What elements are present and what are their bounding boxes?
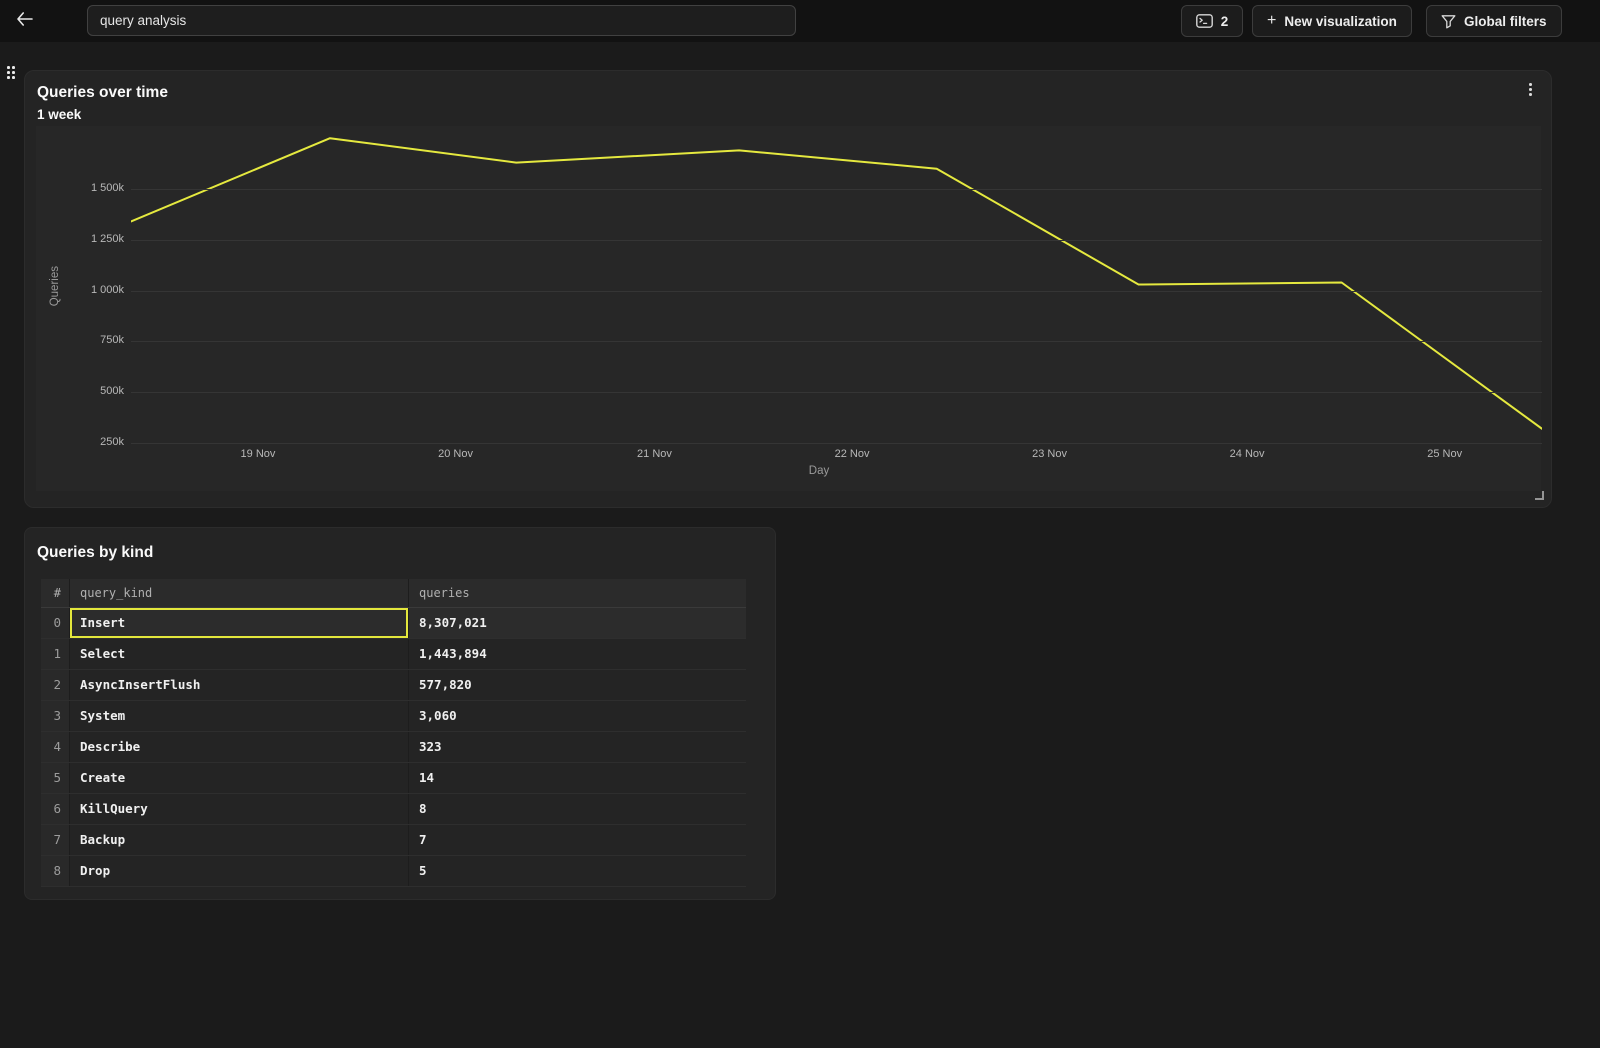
queries-value-cell[interactable]: 7 [408,825,746,855]
query-kind-cell[interactable]: Backup [69,825,408,855]
y-tick-label: 1 000k [90,283,124,296]
table-row: 4 Describe 323 [41,732,746,763]
column-header-queries[interactable]: queries [408,579,746,607]
queries-value-cell[interactable]: 14 [408,763,746,793]
new-visualization-button[interactable]: + New visualization [1252,5,1412,37]
x-tick-label: 19 Nov [240,448,276,460]
row-index-cell: 1 [41,639,69,669]
kebab-menu-icon[interactable] [1526,80,1535,99]
console-window-icon [1195,14,1213,28]
panel-count-button[interactable]: 2 [1181,5,1243,37]
queries-line-chart [131,137,1542,430]
table-row: 5 Create 14 [41,763,746,794]
row-index-cell: 2 [41,670,69,700]
queries-over-time-panel: Queries over time 1 week Queries Day 1 5… [24,70,1552,508]
table-row: 6 KillQuery 8 [41,794,746,825]
query-kind-cell[interactable]: Insert [69,608,408,638]
table-row: 7 Backup 7 [41,825,746,856]
corner-resize-icon[interactable] [1535,491,1544,500]
gridline [131,189,1542,190]
table-row: 0 Insert 8,307,021 [41,608,746,639]
y-tick-label: 500k [100,385,124,398]
new-visualization-label: New visualization [1284,13,1397,29]
table-row: 1 Select 1,443,894 [41,639,746,670]
queries-line-series [131,137,1542,430]
queries-value-cell[interactable]: 3,060 [408,701,746,731]
column-header-index[interactable]: # [53,586,61,600]
x-tick-label: 23 Nov [1032,448,1067,460]
gridline [131,341,1542,343]
query-kind-cell[interactable]: Drop [69,856,408,886]
query-kind-cell[interactable]: System [69,701,408,731]
y-tick-label: 1 500k [90,182,124,194]
y-tick-label: 750k [100,334,124,347]
row-index-cell: 4 [41,732,69,762]
panel-count-label: 2 [1220,13,1229,29]
x-axis-title: Day [808,465,830,477]
queries-value-cell[interactable]: 1,443,894 [408,639,746,669]
query-kind-cell[interactable]: Select [69,639,408,669]
y-tick-label: 250k [100,436,124,448]
x-tick-label: 22 Nov [834,448,870,460]
queries-value-cell[interactable]: 8 [408,794,746,824]
query-kind-cell[interactable]: Create [69,763,408,793]
chart-subtitle: 1 week [37,107,82,122]
back-button[interactable] [10,7,38,35]
gridline [131,239,1542,241]
queries-by-kind-table: # query_kind queries 0 Insert 8,307,021 1 Sele… [41,579,746,887]
query-kind-cell[interactable]: KillQuery [69,794,408,824]
x-tick-label: 25 Nov [1427,448,1463,460]
row-index-cell: 6 [41,794,69,824]
queries-by-kind-panel: Queries by kind # query_kind queries 0 Inse… [24,527,776,900]
query-kind-cell[interactable]: AsyncInsertFlush [69,670,408,700]
table-header-row: # query_kind queries [41,579,746,608]
row-index-cell: 8 [41,856,69,886]
line-chart-plot-area[interactable]: Queries Day 1 500k 1 250k 1 000k 750k 500k 25… [36,126,1542,491]
row-index-cell: 3 [41,701,69,731]
x-tick-label: 20 Nov [438,448,473,460]
chart-title: Queries over time [37,84,168,101]
x-tick-label: 21 Nov [637,448,672,460]
table-row: 8 Drop 5 [41,856,746,887]
table-row: 2 AsyncInsertFlush 577,820 [41,670,746,701]
query-kind-cell[interactable]: Describe [69,732,408,762]
arrow-left-icon [16,11,33,31]
row-index-cell: 5 [41,763,69,793]
gridline [131,290,1542,292]
table-row: 3 System 3,060 [41,701,746,732]
grip-dots-icon[interactable] [7,66,15,79]
global-filters-button[interactable]: Global filters [1426,5,1562,37]
queries-value-cell[interactable]: 323 [408,732,746,762]
column-header-query_kind[interactable]: query_kind [69,579,408,607]
table-body: 0 Insert 8,307,021 1 Select 1,443,894 2 AsyncIn… [41,608,746,887]
queries-value-cell[interactable]: 8,307,021 [408,608,746,638]
dashboard-title-input[interactable] [87,5,796,36]
x-tick-label: 24 Nov [1229,448,1265,460]
global-filters-label: Global filters [1464,13,1547,29]
topbar: 2 + New visualization Global filters [0,0,1600,42]
table-title: Queries by kind [37,544,154,561]
plus-icon: + [1267,12,1277,29]
gridline [131,443,1542,444]
row-index-cell: 0 [41,608,69,638]
filter-funnel-icon [1441,14,1456,29]
row-index-cell: 7 [41,825,69,855]
queries-value-cell[interactable]: 5 [408,856,746,886]
y-tick-label: 1 250k [90,232,124,245]
queries-value-cell[interactable]: 577,820 [408,670,746,700]
gridline [131,392,1542,394]
